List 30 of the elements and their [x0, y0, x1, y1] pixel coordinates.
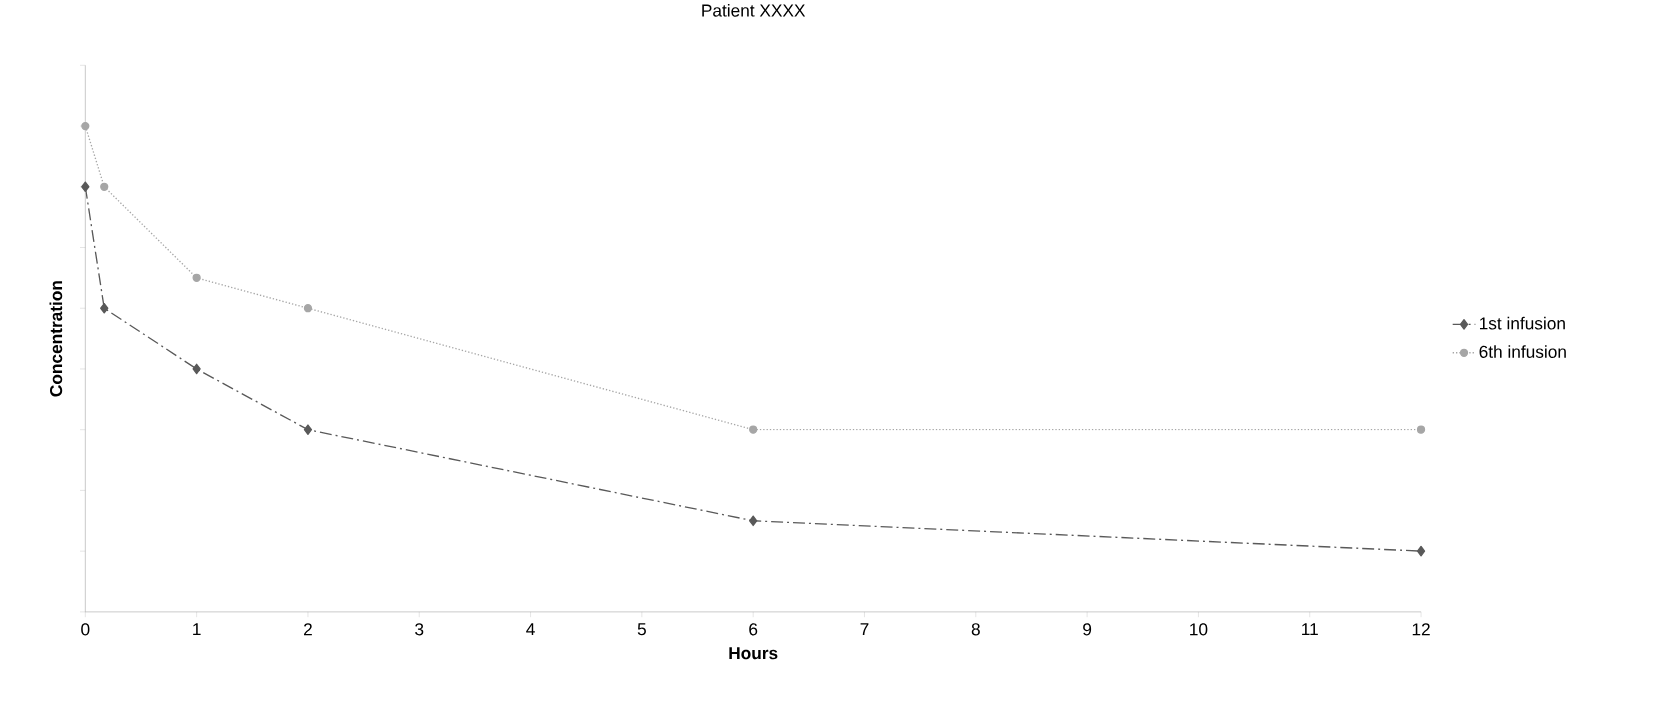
point — [192, 363, 201, 375]
point — [303, 304, 313, 313]
x-tick-label: 8 — [971, 623, 980, 636]
point — [192, 273, 201, 283]
legend-label: 1st infusion — [1479, 316, 1565, 330]
x-tick-label: 6 — [749, 623, 758, 636]
x-tick-label: 10 — [1190, 623, 1208, 636]
x-axis-title: Hours — [729, 647, 778, 660]
x-tick-label: 9 — [1083, 623, 1092, 636]
point — [1416, 545, 1426, 557]
x-tick-label: 1 — [193, 623, 201, 636]
point — [81, 121, 90, 131]
chart-title: Patient XXXX — [702, 4, 806, 17]
x-tick-label: 7 — [860, 623, 869, 636]
x-tick-label: 11 — [1302, 623, 1318, 636]
x-tick-label: 12 — [1412, 623, 1430, 636]
point — [100, 182, 109, 191]
legend-label: 6th infusion — [1479, 345, 1566, 358]
y-axis-title: Concentration — [49, 281, 63, 397]
x-tick-label: 2 — [304, 623, 312, 636]
x-tick-label: 0 — [81, 623, 90, 636]
point — [100, 302, 109, 314]
x-tick-label: 3 — [415, 623, 424, 636]
point — [749, 515, 758, 527]
point — [303, 424, 313, 436]
x-tick-label: 5 — [637, 623, 646, 636]
x-tick-label: 4 — [526, 623, 535, 636]
point — [1416, 425, 1426, 434]
point — [81, 181, 90, 193]
point — [749, 425, 758, 434]
